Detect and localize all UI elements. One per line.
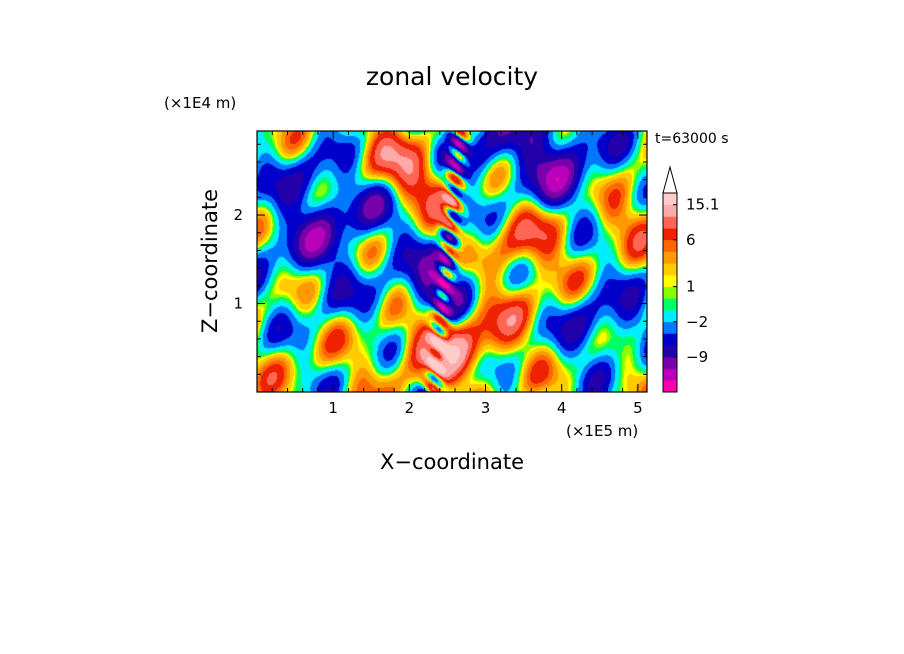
colorbar-label: 6 <box>686 231 696 249</box>
colorbar-extend-arrow <box>662 165 678 194</box>
y-unit-label: (×1E4 m) <box>164 94 236 112</box>
colorbar: 15.1 6 1 −2 −9 <box>662 165 719 393</box>
heatmap-field <box>257 131 647 392</box>
time-label: t=63000 s <box>655 131 729 147</box>
colorbar-swatch <box>663 216 677 229</box>
chart-title: zonal velocity <box>366 62 538 91</box>
plot-frame <box>256 130 648 393</box>
x-axis-ticks: 1 2 3 4 5 <box>271 131 643 417</box>
x-tick-label: 4 <box>557 399 567 417</box>
colorbar-swatch <box>663 286 677 299</box>
x-tick-label: 1 <box>328 399 338 417</box>
colorbar-frame <box>662 192 678 393</box>
colorbar-swatch <box>663 310 677 323</box>
colorbar-label: 15.1 <box>686 196 719 214</box>
x-unit-label: (×1E5 m) <box>566 422 638 440</box>
y-tick-label: 1 <box>233 295 243 313</box>
colorbar-swatch <box>663 345 677 358</box>
colorbar-label: −2 <box>686 313 708 331</box>
colorbar-swatch <box>663 368 677 381</box>
colorbar-swatch <box>663 251 677 264</box>
colorbar-swatch <box>663 193 677 206</box>
colorbar-swatch <box>663 333 677 346</box>
colorbar-swatch <box>663 321 677 334</box>
x-tick-label: 3 <box>481 399 491 417</box>
colorbar-swatch <box>663 298 677 311</box>
colorbar-swatch <box>663 356 677 369</box>
colorbar-swatch <box>663 239 677 252</box>
x-tick-label: 5 <box>633 399 643 417</box>
colorbar-swatch <box>663 380 677 393</box>
y-tick-label: 2 <box>233 206 243 224</box>
colorbar-swatch <box>663 263 677 276</box>
colorbar-swatch <box>663 204 677 217</box>
colorbar-swatch <box>663 274 677 287</box>
colorbar-label: 1 <box>686 278 696 296</box>
y-axis-label: Z−coordinate <box>198 189 222 333</box>
x-axis-label: X−coordinate <box>380 450 524 474</box>
colorbar-label: −9 <box>686 348 708 366</box>
y-axis-ticks: 12 <box>233 143 647 375</box>
heatmap-image <box>257 131 647 392</box>
x-tick-label: 2 <box>405 399 415 417</box>
colorbar-swatch <box>663 228 677 241</box>
